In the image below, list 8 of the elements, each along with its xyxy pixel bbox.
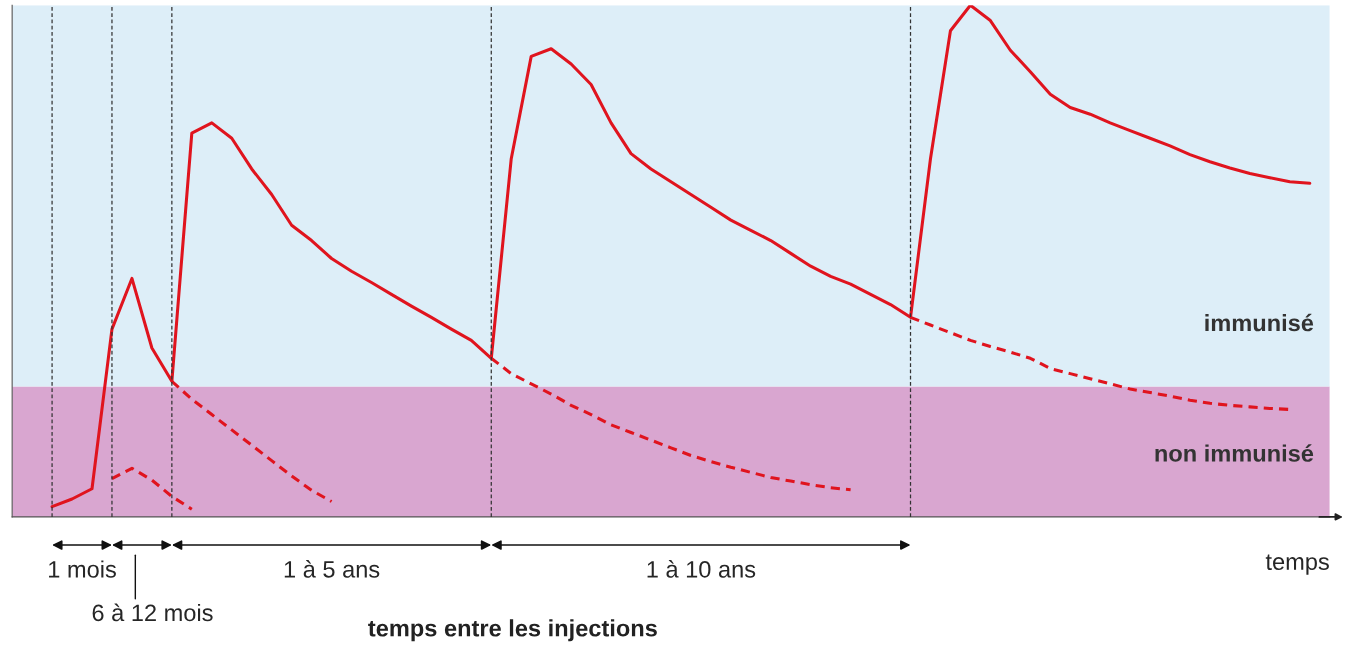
band-label: immunisé	[1205, 313, 1314, 332]
text: temps entre les injections	[368, 619, 657, 642]
text: 1 mois	[49, 560, 116, 578]
x-axis-title: temps	[1265, 554, 1329, 575]
band-label: non immunisé	[1155, 444, 1314, 462]
text: 1 à 10 ans	[647, 560, 756, 578]
text: 6 à 12 mois	[92, 603, 213, 622]
text: 1 à 5 ans	[284, 560, 380, 578]
